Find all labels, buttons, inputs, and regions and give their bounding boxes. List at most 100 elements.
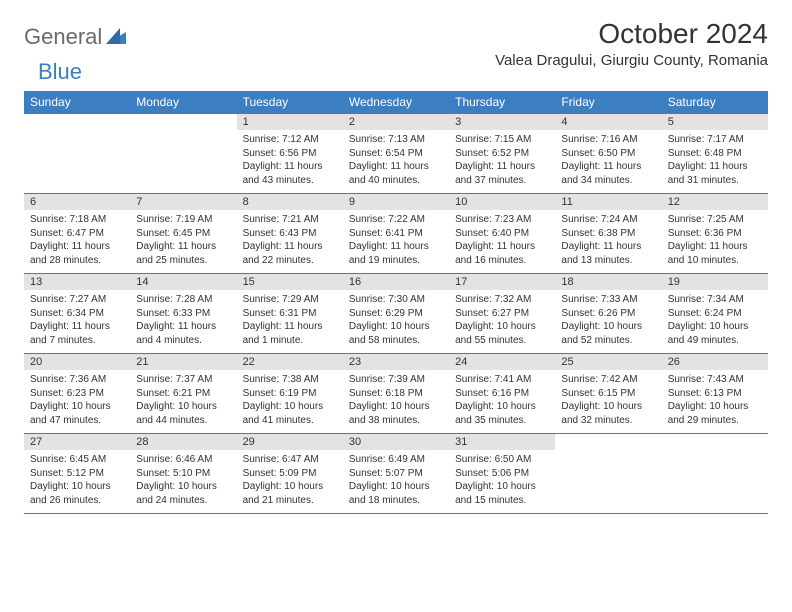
sunset-line: Sunset: 6:29 PM bbox=[349, 307, 443, 321]
sunrise-line: Sunrise: 7:15 AM bbox=[455, 133, 549, 147]
day-detail-cell: Sunrise: 7:13 AMSunset: 6:54 PMDaylight:… bbox=[343, 130, 449, 194]
day-number-row: 12345 bbox=[24, 114, 768, 131]
day-number-cell: 14 bbox=[130, 274, 236, 291]
daylight-line: Daylight: 11 hours and 10 minutes. bbox=[668, 240, 762, 267]
sunset-line: Sunset: 6:47 PM bbox=[30, 227, 124, 241]
sunrise-line: Sunrise: 7:41 AM bbox=[455, 373, 549, 387]
sunrise-line: Sunrise: 7:24 AM bbox=[561, 213, 655, 227]
sunrise-line: Sunrise: 7:30 AM bbox=[349, 293, 443, 307]
day-number-cell bbox=[555, 434, 661, 451]
day-number-cell: 1 bbox=[237, 114, 343, 131]
sunrise-line: Sunrise: 6:45 AM bbox=[30, 453, 124, 467]
day-header-thu: Thursday bbox=[449, 91, 555, 114]
day-number-cell: 7 bbox=[130, 194, 236, 211]
day-number-cell: 19 bbox=[662, 274, 768, 291]
daylight-line: Daylight: 10 hours and 35 minutes. bbox=[455, 400, 549, 427]
sunset-line: Sunset: 5:12 PM bbox=[30, 467, 124, 481]
day-number-cell: 26 bbox=[662, 354, 768, 371]
daylight-line: Daylight: 11 hours and 19 minutes. bbox=[349, 240, 443, 267]
day-detail-cell: Sunrise: 7:24 AMSunset: 6:38 PMDaylight:… bbox=[555, 210, 661, 274]
day-number-cell: 6 bbox=[24, 194, 130, 211]
sunrise-line: Sunrise: 7:27 AM bbox=[30, 293, 124, 307]
day-detail-cell: Sunrise: 7:21 AMSunset: 6:43 PMDaylight:… bbox=[237, 210, 343, 274]
sunset-line: Sunset: 6:27 PM bbox=[455, 307, 549, 321]
day-detail-cell bbox=[662, 450, 768, 514]
day-header-sat: Saturday bbox=[662, 91, 768, 114]
day-number-cell: 28 bbox=[130, 434, 236, 451]
daylight-line: Daylight: 10 hours and 52 minutes. bbox=[561, 320, 655, 347]
sunrise-line: Sunrise: 7:18 AM bbox=[30, 213, 124, 227]
logo-text-blue: Blue bbox=[38, 59, 82, 85]
sunrise-line: Sunrise: 7:19 AM bbox=[136, 213, 230, 227]
title-block: October 2024 Valea Dragului, Giurgiu Cou… bbox=[495, 18, 768, 69]
sunrise-line: Sunrise: 6:46 AM bbox=[136, 453, 230, 467]
daylight-line: Daylight: 10 hours and 24 minutes. bbox=[136, 480, 230, 507]
daylight-line: Daylight: 11 hours and 1 minute. bbox=[243, 320, 337, 347]
day-number-cell: 12 bbox=[662, 194, 768, 211]
sunset-line: Sunset: 6:33 PM bbox=[136, 307, 230, 321]
day-number-cell: 21 bbox=[130, 354, 236, 371]
day-header-fri: Friday bbox=[555, 91, 661, 114]
day-detail-cell: Sunrise: 7:34 AMSunset: 6:24 PMDaylight:… bbox=[662, 290, 768, 354]
day-number-cell: 8 bbox=[237, 194, 343, 211]
day-number-cell: 9 bbox=[343, 194, 449, 211]
daylight-line: Daylight: 10 hours and 18 minutes. bbox=[349, 480, 443, 507]
daylight-line: Daylight: 10 hours and 47 minutes. bbox=[30, 400, 124, 427]
daylight-line: Daylight: 11 hours and 43 minutes. bbox=[243, 160, 337, 187]
sunrise-line: Sunrise: 7:12 AM bbox=[243, 133, 337, 147]
sunrise-line: Sunrise: 6:50 AM bbox=[455, 453, 549, 467]
sunset-line: Sunset: 6:31 PM bbox=[243, 307, 337, 321]
calendar-page: General October 2024 Valea Dragului, Giu… bbox=[0, 0, 792, 532]
day-detail-cell: Sunrise: 7:12 AMSunset: 6:56 PMDaylight:… bbox=[237, 130, 343, 194]
sunrise-line: Sunrise: 7:28 AM bbox=[136, 293, 230, 307]
day-detail-cell bbox=[130, 130, 236, 194]
day-detail-cell: Sunrise: 6:46 AMSunset: 5:10 PMDaylight:… bbox=[130, 450, 236, 514]
day-header-mon: Monday bbox=[130, 91, 236, 114]
daylight-line: Daylight: 10 hours and 21 minutes. bbox=[243, 480, 337, 507]
day-detail-cell: Sunrise: 7:41 AMSunset: 6:16 PMDaylight:… bbox=[449, 370, 555, 434]
day-number-row: 6789101112 bbox=[24, 194, 768, 211]
sunset-line: Sunset: 5:06 PM bbox=[455, 467, 549, 481]
day-detail-cell: Sunrise: 7:29 AMSunset: 6:31 PMDaylight:… bbox=[237, 290, 343, 354]
day-number-cell bbox=[662, 434, 768, 451]
logo-triangle-icon bbox=[106, 24, 126, 50]
day-number-cell: 4 bbox=[555, 114, 661, 131]
daylight-line: Daylight: 10 hours and 15 minutes. bbox=[455, 480, 549, 507]
day-detail-cell: Sunrise: 7:30 AMSunset: 6:29 PMDaylight:… bbox=[343, 290, 449, 354]
day-number-row: 13141516171819 bbox=[24, 274, 768, 291]
day-body-row: Sunrise: 7:12 AMSunset: 6:56 PMDaylight:… bbox=[24, 130, 768, 194]
sunset-line: Sunset: 6:45 PM bbox=[136, 227, 230, 241]
day-number-cell: 25 bbox=[555, 354, 661, 371]
sunrise-line: Sunrise: 7:32 AM bbox=[455, 293, 549, 307]
sunset-line: Sunset: 6:56 PM bbox=[243, 147, 337, 161]
day-number-cell: 15 bbox=[237, 274, 343, 291]
day-number-cell: 2 bbox=[343, 114, 449, 131]
daylight-line: Daylight: 11 hours and 4 minutes. bbox=[136, 320, 230, 347]
sunset-line: Sunset: 6:41 PM bbox=[349, 227, 443, 241]
day-detail-cell: Sunrise: 7:18 AMSunset: 6:47 PMDaylight:… bbox=[24, 210, 130, 274]
calendar-body: 12345Sunrise: 7:12 AMSunset: 6:56 PMDayl… bbox=[24, 114, 768, 514]
day-header-tue: Tuesday bbox=[237, 91, 343, 114]
sunset-line: Sunset: 5:10 PM bbox=[136, 467, 230, 481]
daylight-line: Daylight: 11 hours and 31 minutes. bbox=[668, 160, 762, 187]
sunset-line: Sunset: 6:52 PM bbox=[455, 147, 549, 161]
sunrise-line: Sunrise: 7:16 AM bbox=[561, 133, 655, 147]
sunrise-line: Sunrise: 7:17 AM bbox=[668, 133, 762, 147]
sunrise-line: Sunrise: 7:23 AM bbox=[455, 213, 549, 227]
sunset-line: Sunset: 6:38 PM bbox=[561, 227, 655, 241]
sunrise-line: Sunrise: 7:21 AM bbox=[243, 213, 337, 227]
day-body-row: Sunrise: 6:45 AMSunset: 5:12 PM Daylight:… bbox=[24, 450, 768, 514]
daylight-line: Daylight: 10 hours and 49 minutes. bbox=[668, 320, 762, 347]
daylight-line: Daylight: 11 hours and 13 minutes. bbox=[561, 240, 655, 267]
daylight-line: Daylight: 11 hours and 28 minutes. bbox=[30, 240, 124, 267]
day-detail-cell: Sunrise: 6:49 AMSunset: 5:07 PMDaylight:… bbox=[343, 450, 449, 514]
sunrise-line: Sunrise: 7:34 AM bbox=[668, 293, 762, 307]
daylight-line: Daylight: 11 hours and 25 minutes. bbox=[136, 240, 230, 267]
daylight-line: Daylight: 10 hours and 32 minutes. bbox=[561, 400, 655, 427]
day-detail-cell: Sunrise: 7:37 AMSunset: 6:21 PMDaylight:… bbox=[130, 370, 236, 434]
sunset-line: Sunset: 6:54 PM bbox=[349, 147, 443, 161]
daylight-line: Daylight: 10 hours and 58 minutes. bbox=[349, 320, 443, 347]
daylight-line: Daylight: 11 hours and 16 minutes. bbox=[455, 240, 549, 267]
location-text: Valea Dragului, Giurgiu County, Romania bbox=[495, 52, 768, 69]
sunset-line: Sunset: 6:18 PM bbox=[349, 387, 443, 401]
